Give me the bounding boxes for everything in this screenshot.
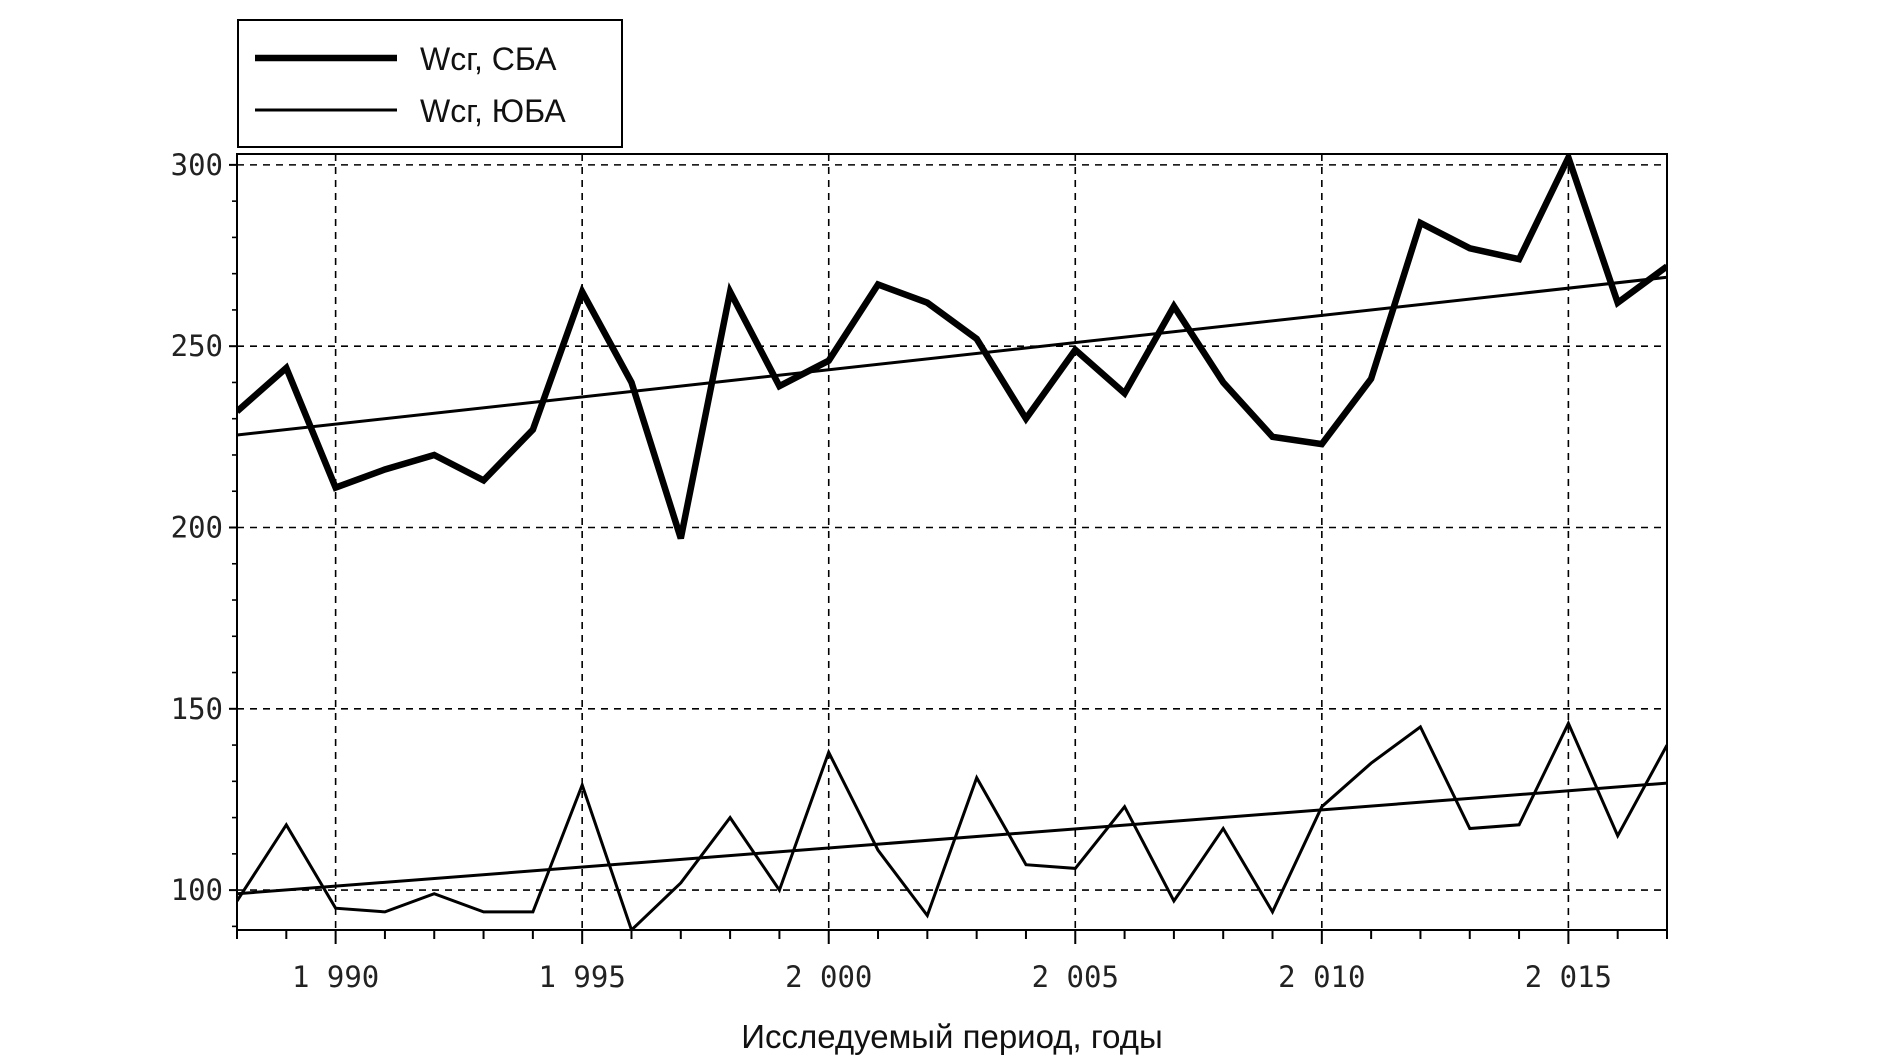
trend-layer bbox=[237, 275, 1667, 896]
x-tick-label-2010: 2 010 bbox=[1278, 960, 1365, 994]
series-layer bbox=[237, 154, 1667, 930]
trend-line-yuba bbox=[237, 781, 1667, 896]
x-tick-label-2000: 2 000 bbox=[785, 960, 872, 994]
x-tick-label-1995: 1 995 bbox=[539, 960, 626, 994]
label-layer: 1 990 1 995 2 000 2 005 2 010 2 015 100 150 200 2… bbox=[171, 148, 1612, 994]
x-tick-label-1990: 1 990 bbox=[292, 960, 379, 994]
legend-box bbox=[237, 19, 623, 148]
y-tick-label-150: 150 bbox=[171, 692, 223, 726]
series-line-sba bbox=[237, 154, 1667, 540]
x-tick-label-2015: 2 015 bbox=[1525, 960, 1612, 994]
legend: Wсг, СБА Wсг, ЮБА bbox=[237, 19, 623, 148]
y-tick-label-250: 250 bbox=[171, 329, 223, 363]
y-tick-label-100: 100 bbox=[171, 873, 223, 907]
plot-frame bbox=[236, 153, 1668, 931]
legend-label-sba: Wсг, СБА bbox=[420, 41, 557, 77]
x-tick-label-2005: 2 005 bbox=[1032, 960, 1119, 994]
trend-line-sba bbox=[237, 275, 1667, 437]
tick-layer bbox=[229, 163, 1668, 944]
grid-layer bbox=[237, 154, 1667, 930]
legend-label-yuba: Wсг, ЮБА bbox=[420, 93, 566, 129]
y-tick-label-300: 300 bbox=[171, 148, 223, 182]
y-tick-label-200: 200 bbox=[171, 510, 223, 544]
x-axis-title: Исследуемый период, годы bbox=[741, 1018, 1163, 1055]
series-line-yuba bbox=[237, 719, 1667, 930]
